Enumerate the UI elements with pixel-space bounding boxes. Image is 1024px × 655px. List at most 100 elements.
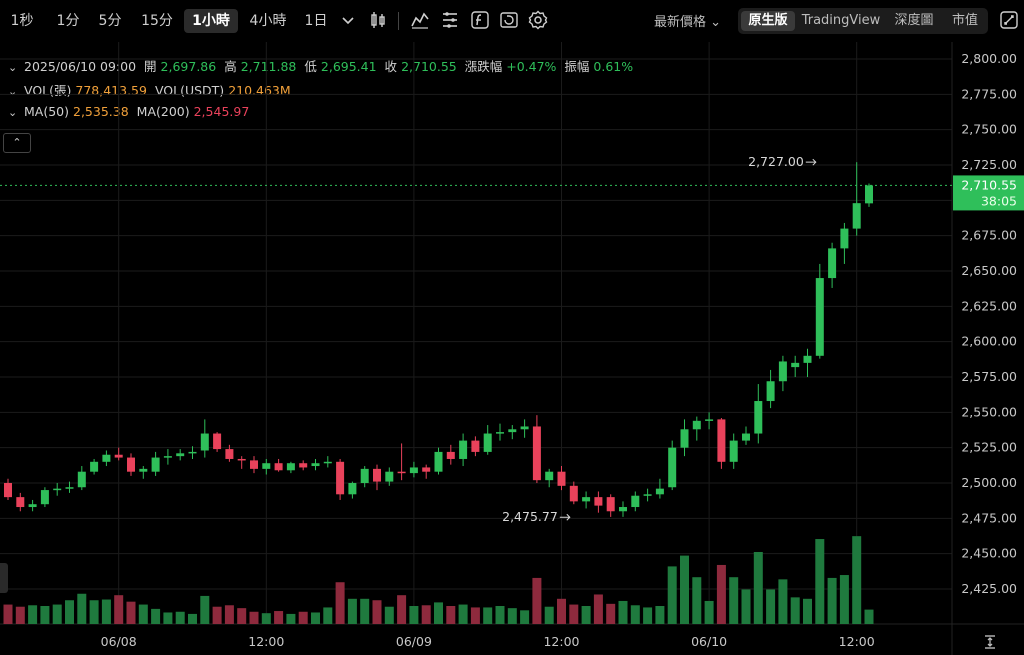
axis-reset-icon[interactable] [982,634,998,650]
volume-bar [803,598,812,624]
volume-bar [200,595,210,624]
legend-ma50: 2,535.38 [73,104,129,119]
chart-toolbar: 1秒 1分 5分 15分 1小時 4小時 1日 最新價格 ⌄ 原生版 Tradi… [0,0,1024,42]
settings-icon[interactable] [528,10,548,30]
volume-bar [790,597,800,624]
candle-body [40,490,49,505]
candle-body [102,454,111,462]
y-tick-label: 2,625.00 [961,298,1017,313]
high-marker-label: 2,727.00 [748,154,804,169]
volume-bar [274,611,284,624]
volume-bar [557,598,566,624]
y-tick-label: 2,450.00 [961,546,1017,561]
candle-body [483,433,492,452]
volume-bar [520,610,530,624]
fx-icon[interactable] [470,10,490,30]
candle-body [28,504,37,508]
timeframe-4h[interactable]: 4小時 [249,13,287,29]
candle-body [373,468,381,482]
low-marker-label: 2,475.77 [502,509,558,524]
replay-icon[interactable] [499,10,519,30]
candle-body [791,362,800,368]
candle-body [311,463,320,467]
x-tick-label: 12:00 [248,634,284,649]
price-chart[interactable]: 2,425.00 2,450.00 2,475.00 2,500.00 2,525.00… [0,42,1024,655]
legend-ma200: 2,545.97 [193,104,250,119]
candle-body [729,440,738,462]
candle-body [139,468,148,472]
volume-bar [655,606,665,624]
fullscreen-icon[interactable] [1000,11,1018,29]
candle-body [4,483,12,498]
x-tick-label: 12:00 [543,634,579,649]
legend-high: 2,711.88 [240,59,297,74]
legend-close-label: 收 [384,59,398,74]
candle-body [274,463,283,471]
candle-body [65,487,74,489]
candle-body [409,467,418,474]
legend-ma50-label: MA(50) [24,104,69,119]
left-scroll-handle[interactable] [0,563,8,593]
chevron-down-icon[interactable]: ⌄ [8,85,18,98]
timeframe-1h[interactable]: 1小時 [184,9,238,33]
candle-body [163,456,172,458]
timeframe-1m[interactable]: 1分 [56,13,80,29]
candle-body [692,420,701,430]
time-axis: 06/08 12:00 06/09 12:00 06/10 12:00 [101,634,875,649]
volume-bar [581,606,591,624]
mode-depth[interactable]: 深度圖 [894,13,934,28]
y-tick-label: 2,600.00 [961,334,1017,349]
chevron-down-icon[interactable] [338,10,358,30]
volume-bar [864,609,874,624]
volume-bar [151,608,161,624]
candle-body [336,461,345,495]
volume-bar [372,600,382,624]
legend-amplitude: 0.61% [593,59,634,74]
timeframe-1d[interactable]: 1日 [304,13,328,29]
candle-body [225,449,234,459]
candle-body [299,463,308,468]
candle-body [459,440,468,459]
volume-bar [114,595,124,624]
volume-bar [446,606,456,624]
volume-bar [249,611,259,624]
drawing-icon[interactable] [440,10,460,30]
volume-bar [741,589,751,624]
legend-high-label: 高 [224,59,237,74]
candles-icon[interactable] [368,10,388,30]
volume-bar [643,607,653,624]
indicator-icon[interactable] [410,10,430,30]
volume-bar [778,579,788,624]
volume-bar [630,605,640,624]
mode-tradingview[interactable]: TradingView [801,13,881,28]
candle-body [434,451,443,472]
timeframe-5m[interactable]: 5分 [98,13,122,29]
chevron-down-icon[interactable]: ⌄ [8,61,18,74]
chevron-down-icon[interactable]: ⌄ [8,106,18,119]
volume-bar [126,601,136,624]
timeframe-15m[interactable]: 15分 [141,13,173,29]
volume-bar [458,604,468,624]
mode-marketcap[interactable]: 市值 [951,13,978,28]
candle-body [471,440,480,452]
candle-body [397,471,406,474]
chevron-up-icon: ⌃ [12,136,22,149]
candle-body [619,507,627,512]
volume-bar [163,612,173,624]
low-marker-arrow [559,513,571,521]
legend-close: 2,710.55 [401,59,457,74]
volume-bar [827,577,837,624]
y-tick-label: 2,675.00 [961,228,1017,243]
candle-body [286,463,295,471]
x-tick-label: 06/10 [691,634,727,649]
volume-bar [323,607,333,624]
candle-body [114,454,123,458]
price-type-select[interactable]: 最新價格 ⌄ [654,11,721,30]
volume-bar [138,604,148,624]
candle-body [680,429,689,448]
mode-native[interactable]: 原生版 [741,11,795,31]
timeframe-1s[interactable]: 1秒 [10,13,34,29]
collapse-legend-button[interactable]: ⌃ [3,133,31,153]
